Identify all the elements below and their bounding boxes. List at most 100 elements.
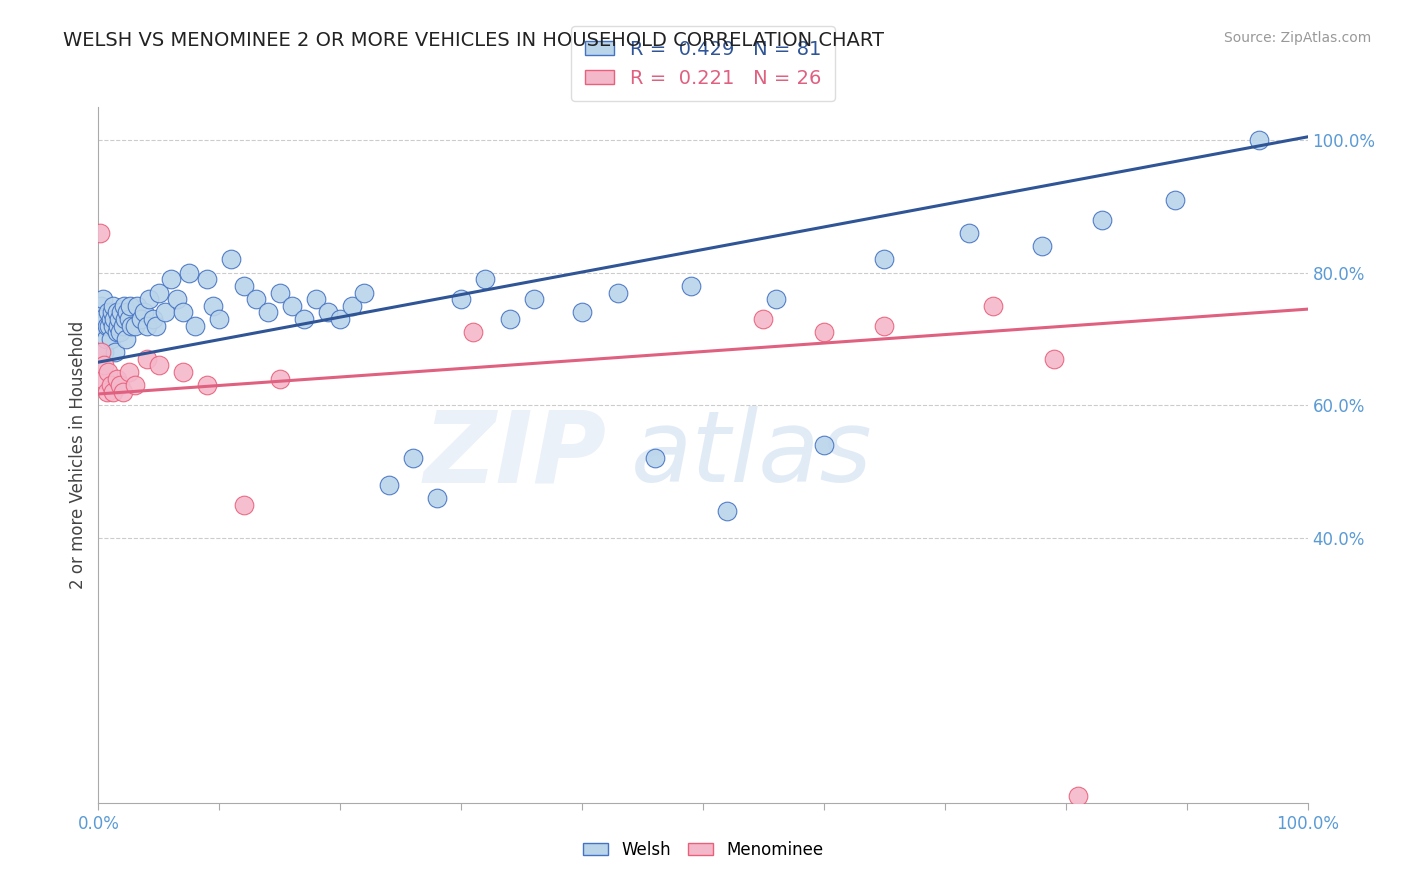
Point	[208, 312, 231, 326]
Point	[1091, 212, 1114, 227]
Point	[101, 299, 124, 313]
Point	[160, 272, 183, 286]
Point	[292, 312, 315, 326]
Point	[89, 226, 111, 240]
Point	[93, 345, 115, 359]
Point	[752, 312, 775, 326]
Point	[129, 312, 152, 326]
Point	[172, 305, 194, 319]
Point	[114, 312, 136, 326]
Point	[135, 351, 157, 366]
Point	[91, 312, 114, 326]
Point	[981, 299, 1004, 313]
Point	[148, 359, 170, 373]
Point	[232, 279, 254, 293]
Point	[127, 299, 149, 313]
Point	[100, 312, 122, 326]
Point	[873, 252, 896, 267]
Point	[195, 378, 218, 392]
Point	[184, 318, 207, 333]
Point	[1163, 193, 1185, 207]
Point	[450, 292, 472, 306]
Point	[353, 285, 375, 300]
Point	[426, 491, 449, 505]
Point	[90, 299, 112, 313]
Point	[166, 292, 188, 306]
Point	[100, 305, 122, 319]
Point	[1067, 789, 1090, 804]
Point	[93, 359, 115, 373]
Point	[179, 266, 201, 280]
Point	[89, 318, 111, 333]
Point	[679, 279, 702, 293]
Legend: R =  0.429   N = 81, R =  0.221   N = 26: R = 0.429 N = 81, R = 0.221 N = 26	[571, 26, 835, 102]
Point	[498, 312, 520, 326]
Point	[90, 345, 112, 359]
Point	[103, 312, 125, 326]
Point	[1042, 351, 1064, 366]
Point	[101, 384, 124, 399]
Point	[111, 384, 134, 399]
Point	[377, 477, 399, 491]
Text: WELSH VS MENOMINEE 2 OR MORE VEHICLES IN HOUSEHOLD CORRELATION CHART: WELSH VS MENOMINEE 2 OR MORE VEHICLES IN…	[63, 31, 884, 50]
Point	[148, 285, 170, 300]
Point	[402, 451, 425, 466]
Point	[269, 285, 291, 300]
Point	[329, 312, 352, 326]
Point	[120, 318, 142, 333]
Point	[108, 326, 131, 340]
Point	[117, 305, 139, 319]
Point	[124, 318, 146, 333]
Point	[100, 332, 122, 346]
Point	[316, 305, 339, 319]
Point	[221, 252, 243, 267]
Point	[172, 365, 194, 379]
Point	[118, 312, 141, 326]
Point	[96, 384, 118, 399]
Point	[105, 372, 128, 386]
Point	[112, 299, 135, 313]
Point	[256, 305, 278, 319]
Point	[1249, 133, 1271, 147]
Point	[97, 365, 120, 379]
Point	[91, 372, 114, 386]
Point	[101, 318, 124, 333]
Point	[115, 332, 138, 346]
Point	[269, 372, 291, 386]
Point	[474, 272, 496, 286]
Point	[108, 378, 131, 392]
Point	[97, 305, 120, 319]
Point	[571, 305, 593, 319]
Point	[873, 318, 896, 333]
Point	[153, 305, 176, 319]
Point	[91, 292, 114, 306]
Point	[118, 299, 141, 313]
Point	[134, 305, 156, 319]
Y-axis label: 2 or more Vehicles in Household: 2 or more Vehicles in Household	[69, 321, 87, 589]
Point	[98, 318, 121, 333]
Point	[195, 272, 218, 286]
Legend: Welsh, Menominee: Welsh, Menominee	[576, 835, 830, 866]
Point	[142, 312, 165, 326]
Point	[957, 226, 980, 240]
Point	[107, 318, 129, 333]
Point	[110, 305, 132, 319]
Text: atlas: atlas	[630, 407, 872, 503]
Point	[105, 305, 128, 319]
Point	[813, 326, 835, 340]
Text: ZIP: ZIP	[423, 407, 606, 503]
Point	[96, 318, 118, 333]
Point	[523, 292, 546, 306]
Point	[145, 318, 167, 333]
Point	[765, 292, 787, 306]
Point	[118, 365, 141, 379]
Text: Source: ZipAtlas.com: Source: ZipAtlas.com	[1223, 31, 1371, 45]
Point	[138, 292, 160, 306]
Point	[94, 332, 117, 346]
Point	[342, 299, 364, 313]
Point	[111, 318, 134, 333]
Point	[1031, 239, 1053, 253]
Point	[100, 378, 122, 392]
Point	[108, 312, 131, 326]
Point	[232, 498, 254, 512]
